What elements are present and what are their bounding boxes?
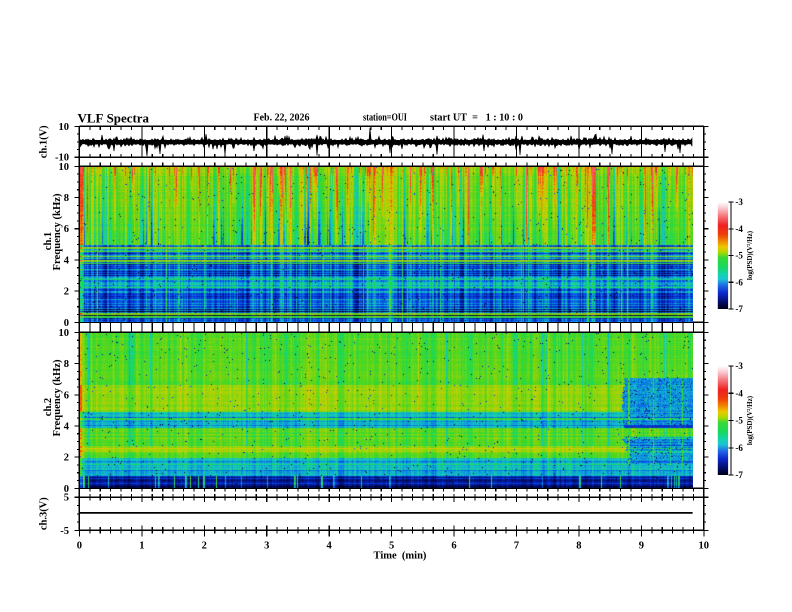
svg-text:Frequency (kHz): Frequency (kHz)	[52, 193, 63, 271]
svg-text:4: 4	[327, 541, 333, 552]
svg-text:4: 4	[64, 255, 70, 266]
svg-text:-3: -3	[735, 361, 743, 371]
svg-text:ch.1: ch.1	[43, 232, 54, 250]
svg-text:1: 1	[139, 541, 144, 552]
svg-text:3: 3	[264, 541, 269, 552]
svg-text:6: 6	[451, 541, 456, 552]
svg-text:-4: -4	[735, 388, 743, 398]
svg-text:8: 8	[576, 541, 581, 552]
svg-text:10: 10	[59, 162, 70, 173]
svg-text:10: 10	[59, 122, 70, 133]
svg-text:ch.1(V): ch.1(V)	[39, 125, 50, 158]
svg-text:10: 10	[59, 328, 70, 339]
svg-text:-3: -3	[735, 197, 743, 207]
svg-text:8: 8	[64, 193, 69, 204]
svg-text:0: 0	[64, 318, 69, 329]
svg-text:10: 10	[699, 541, 710, 552]
svg-text:Frequency (kHz): Frequency (kHz)	[52, 359, 63, 437]
svg-text:0: 0	[77, 541, 82, 552]
svg-text:station=OUI: station=OUI	[363, 113, 407, 124]
svg-text:-5: -5	[735, 251, 743, 261]
svg-text:-6: -6	[735, 277, 743, 287]
svg-text:-7: -7	[735, 470, 743, 480]
svg-text:-7: -7	[735, 304, 743, 314]
svg-text:Feb. 22, 2026: Feb. 22, 2026	[254, 113, 310, 124]
svg-text:start UT = 1 : 10 : 0: start UT = 1 : 10 : 0	[430, 113, 523, 124]
svg-text:log(PSD)(V²/Hz): log(PSD)(V²/Hz)	[746, 230, 754, 280]
svg-text:-4: -4	[735, 224, 743, 234]
svg-text:7: 7	[514, 541, 519, 552]
svg-text:-5: -5	[60, 526, 69, 537]
svg-text:-6: -6	[735, 443, 743, 453]
svg-text:-5: -5	[735, 416, 743, 426]
svg-text:5: 5	[64, 493, 69, 504]
svg-text:6: 6	[64, 224, 69, 235]
svg-text:9: 9	[639, 541, 644, 552]
svg-text:8: 8	[64, 359, 69, 370]
svg-text:Time (min): Time (min)	[374, 551, 427, 562]
svg-text:ch.3(V): ch.3(V)	[39, 497, 50, 530]
svg-text:6: 6	[64, 390, 69, 401]
svg-text:2: 2	[64, 287, 69, 298]
svg-text:5: 5	[389, 541, 394, 552]
svg-text:log(PSD)(V²/Hz): log(PSD)(V²/Hz)	[746, 395, 754, 445]
svg-text:2: 2	[202, 541, 207, 552]
svg-text:ch.2: ch.2	[43, 398, 54, 416]
svg-text:2: 2	[64, 453, 69, 464]
svg-text:4: 4	[64, 421, 70, 432]
svg-text:0: 0	[64, 484, 69, 495]
svg-text:VLF Spectra: VLF Spectra	[78, 111, 150, 125]
svg-text:-10: -10	[55, 153, 69, 164]
